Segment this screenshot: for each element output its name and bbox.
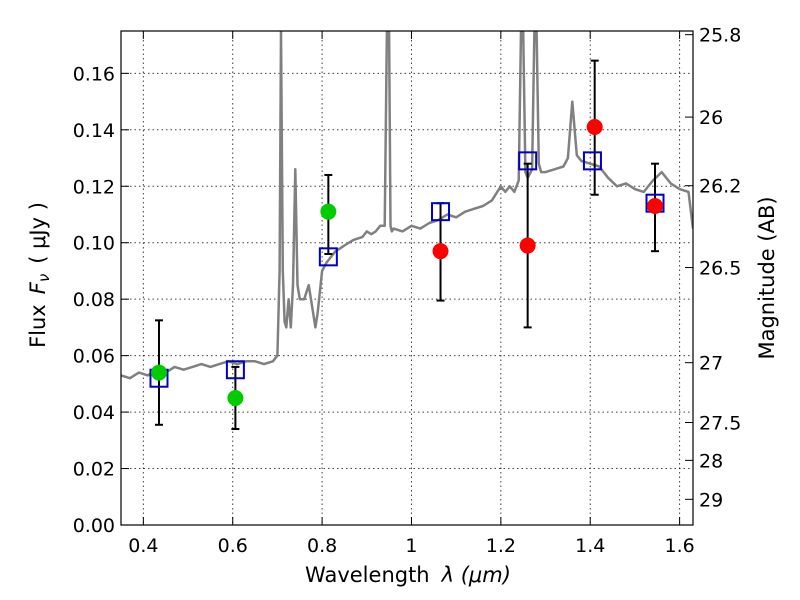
model-photometry-point	[318, 247, 338, 267]
x-tick-label: 0.6	[218, 535, 248, 557]
y-tick-label: 0.10	[73, 233, 115, 255]
y-tick-label: 0.16	[73, 63, 115, 85]
y-tick-label: 0.08	[73, 289, 115, 311]
x-tick-label: 0.8	[307, 535, 337, 557]
y-tick-label: 0.02	[73, 459, 115, 481]
x-tick-label: 1.6	[664, 535, 694, 557]
y-axis-title: FluxFν( μJy )	[26, 202, 53, 348]
model-photometry-point	[582, 151, 602, 171]
y2-tick-label: 26	[699, 107, 723, 129]
y-tick-label: 0.00	[73, 515, 115, 537]
ir-point	[519, 237, 536, 254]
ir-point	[586, 118, 603, 135]
x-tick-label: 1.4	[575, 535, 605, 557]
y-tick-label: 0.06	[73, 346, 115, 368]
ir-point	[647, 198, 664, 215]
y2-tick-label: 26.5	[699, 258, 741, 280]
hst-point	[150, 364, 167, 381]
x-axis-title: Wavelength λ (μm)	[305, 563, 511, 587]
y2-tick-label: 27.5	[699, 413, 741, 435]
model-photometry-point	[518, 151, 538, 171]
hst-point	[320, 203, 337, 220]
y-tick-label: 0.14	[73, 120, 115, 142]
y2-axis-title: Magnitude (AB)	[755, 196, 779, 359]
ir-point	[432, 243, 449, 260]
model-spectrum-line	[121, 31, 693, 380]
y2-tick-label: 26.2	[699, 176, 741, 198]
plot-frame	[120, 30, 694, 526]
x-tick-label: 0.4	[128, 535, 158, 557]
y2-tick-label: 25.8	[699, 25, 741, 47]
model-photometry-point	[225, 360, 245, 380]
y2-tick-label: 29	[699, 489, 723, 511]
y2-tick-label: 27	[699, 353, 723, 375]
x-tick-label: 1	[405, 535, 417, 557]
y-tick-label: 0.04	[73, 402, 115, 424]
y2-tick-label: 28	[699, 450, 723, 472]
axis-ticks: 0.4 0.6 0.8 1 1.2 1.4 1.6 0.00 0.02 0.04 0.06 0.08 0…	[73, 25, 742, 557]
hst-point	[227, 389, 244, 406]
plot-area	[121, 31, 693, 431]
x-tick-label: 1.2	[486, 535, 516, 557]
y-tick-label: 0.12	[73, 176, 115, 198]
model-photometry-point	[431, 202, 451, 222]
